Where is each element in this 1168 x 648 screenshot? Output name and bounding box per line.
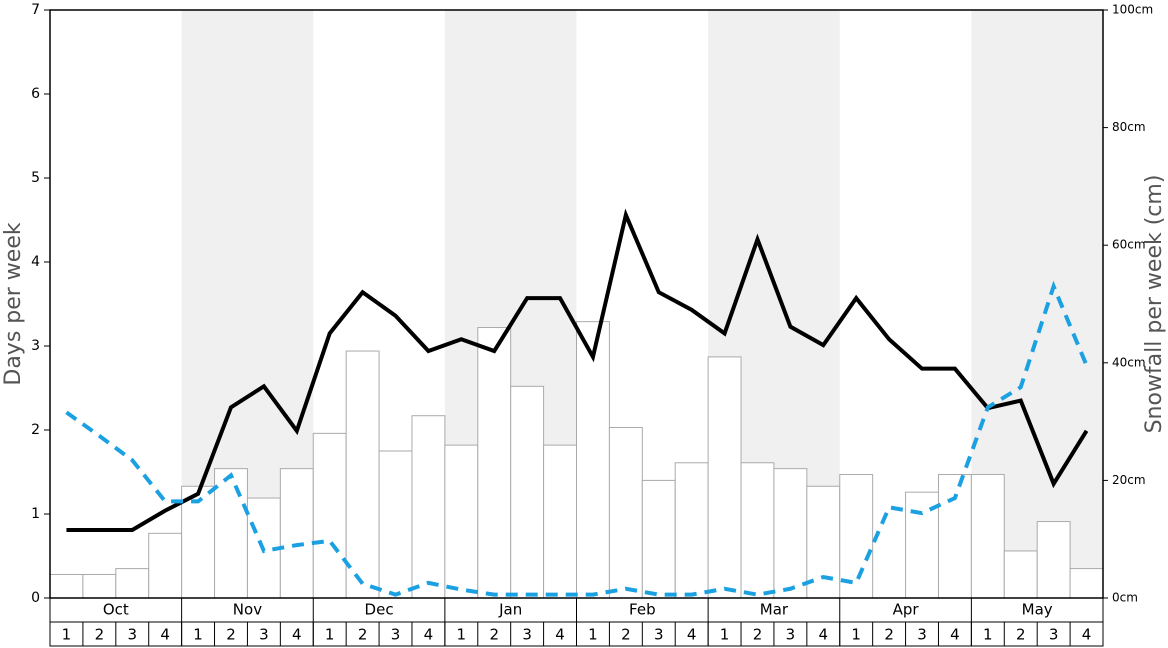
- bar: [641, 479, 676, 599]
- x-tick-label: 2: [226, 626, 236, 644]
- x-tick-label: 4: [819, 626, 829, 644]
- bar: [707, 356, 742, 599]
- bar: [477, 327, 512, 599]
- y-axis-title: Days per week: [1, 222, 26, 385]
- bar: [510, 385, 545, 599]
- bar: [674, 462, 709, 599]
- x-tick-label: 2: [489, 626, 499, 644]
- bar: [115, 568, 150, 599]
- x-tick-label: 1: [62, 626, 72, 644]
- x-tick-label: 4: [1082, 626, 1092, 644]
- y-tick-label: 6: [31, 86, 40, 102]
- x-tick-label: 1: [983, 626, 993, 644]
- bar: [148, 532, 183, 599]
- x-tick-label: 4: [555, 626, 565, 644]
- x-tick-label: 4: [950, 626, 960, 644]
- y-tick-label: 3: [31, 338, 40, 354]
- x-tick-label: 3: [522, 626, 532, 644]
- bar: [279, 468, 314, 599]
- month-label: Apr: [893, 601, 920, 619]
- x-tick-label: 4: [424, 626, 434, 644]
- bar: [773, 468, 808, 599]
- bar: [49, 573, 84, 599]
- bar: [740, 462, 775, 599]
- bar: [608, 426, 643, 599]
- x-tick-label: 3: [259, 626, 269, 644]
- x-tick-label: 3: [1049, 626, 1059, 644]
- y2-tick-label: 40cm: [1112, 355, 1146, 369]
- x-tick-label: 4: [292, 626, 302, 644]
- x-tick-label: 1: [720, 626, 730, 644]
- x-tick-label: 1: [851, 626, 861, 644]
- x-tick-label: 4: [160, 626, 170, 644]
- x-tick-label: 1: [193, 626, 203, 644]
- bar: [839, 474, 874, 599]
- bar: [411, 415, 446, 599]
- x-tick-label: 2: [753, 626, 763, 644]
- x-tick-label: 2: [621, 626, 631, 644]
- bar: [378, 450, 413, 599]
- x-tick-label: 2: [1016, 626, 1026, 644]
- y2-tick-label: 20cm: [1112, 473, 1146, 487]
- y-tick-label: 0: [31, 590, 40, 606]
- x-tick-label: 3: [391, 626, 401, 644]
- bar: [970, 474, 1005, 599]
- bar: [312, 432, 347, 599]
- bar: [937, 474, 972, 599]
- bar: [345, 350, 380, 599]
- month-label: Mar: [760, 601, 789, 619]
- x-tick-label: 1: [325, 626, 335, 644]
- x-tick-label: 3: [127, 626, 137, 644]
- bar: [82, 573, 117, 599]
- bar: [214, 468, 248, 599]
- month-label: Oct: [103, 601, 129, 619]
- dashed-line: [65, 280, 1089, 597]
- x-tick-label: 4: [687, 626, 697, 644]
- x-tick-label: 3: [917, 626, 927, 644]
- bar: [444, 444, 479, 599]
- x-tick-label: 2: [884, 626, 894, 644]
- bar: [1003, 550, 1038, 599]
- bar: [1069, 568, 1104, 599]
- bar: [543, 444, 577, 599]
- y-tick-label: 4: [31, 254, 40, 270]
- y2-tick-label: 60cm: [1112, 238, 1146, 252]
- x-tick-label: 2: [358, 626, 368, 644]
- y-tick-label: 2: [31, 422, 40, 438]
- x-tick-label: 2: [95, 626, 105, 644]
- x-tick-label: 1: [457, 626, 467, 644]
- y-tick-label: 1: [31, 506, 40, 522]
- month-label: Dec: [365, 601, 394, 619]
- y2-tick-label: 80cm: [1112, 120, 1146, 134]
- line: [66, 208, 1089, 532]
- y2-tick-label: 100cm: [1112, 3, 1153, 17]
- y-tick-label: 5: [31, 170, 40, 186]
- x-tick-label: 1: [588, 626, 598, 644]
- month-label: Feb: [629, 601, 656, 619]
- x-tick-label: 3: [786, 626, 796, 644]
- y2-tick-label: 0cm: [1112, 591, 1138, 605]
- month-label: May: [1022, 601, 1053, 619]
- bar: [576, 321, 610, 599]
- x-tick-label: 3: [654, 626, 664, 644]
- month-label: Nov: [233, 601, 262, 619]
- y2-axis-title: Snowfall per week (cm): [1142, 175, 1167, 434]
- bar: [1036, 521, 1071, 599]
- y-tick-label: 7: [31, 2, 40, 18]
- month-label: Jan: [498, 601, 522, 619]
